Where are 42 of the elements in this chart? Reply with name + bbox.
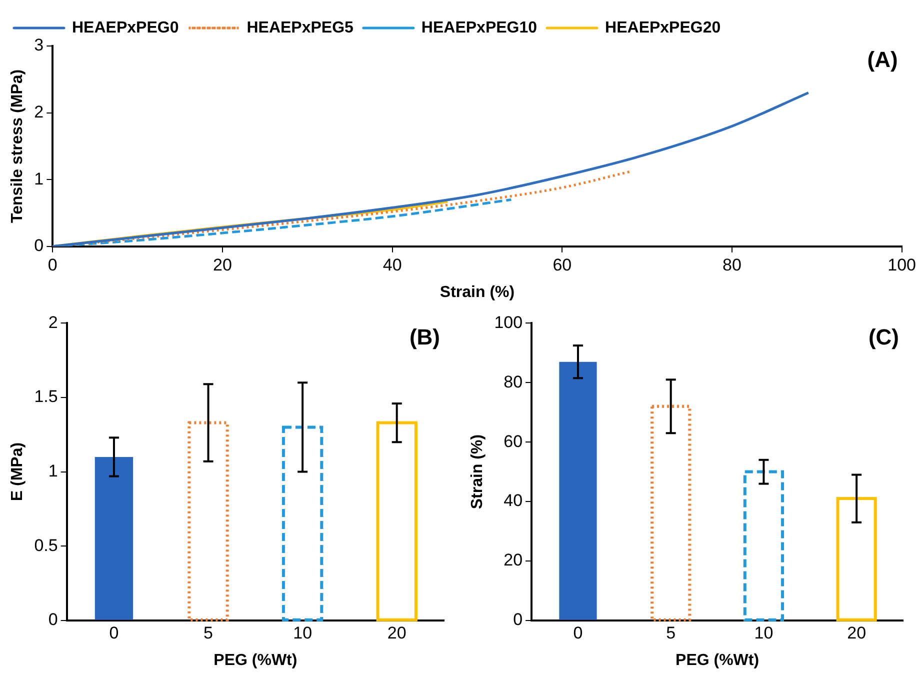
x-tick-label: 20: [847, 623, 866, 642]
y-tick-label: 20: [504, 550, 523, 570]
x-axis-title: Strain (%): [440, 284, 515, 301]
y-tick-label: 0: [48, 610, 58, 630]
x-tick-label: 0: [573, 623, 583, 642]
x-tick-label: 80: [722, 255, 742, 274]
x-tick-label: 10: [293, 623, 312, 642]
x-tick-label: 0: [109, 623, 119, 642]
y-tick-label: 80: [504, 372, 523, 392]
y-tick-label: 0: [513, 610, 523, 630]
y-tick-label: 2: [48, 312, 58, 332]
x-tick-label: 60: [552, 255, 572, 274]
x-tick-label: 5: [204, 623, 214, 642]
y-axis-title: E (MPa): [9, 442, 26, 502]
y-axis-title: Strain (%): [469, 434, 486, 510]
annotation: (A): [867, 47, 898, 72]
legend-label: HEAEPxPEG5: [246, 19, 354, 36]
y-tick-label: 1: [48, 461, 58, 480]
x-tick-label: 10: [754, 623, 774, 642]
x-tick-label: 40: [382, 255, 402, 274]
y-tick-label: 60: [504, 432, 523, 451]
y-tick-label: 1.5: [34, 387, 58, 406]
y-tick-label: 40: [504, 491, 523, 510]
legend-label: HEAEPxPEG0: [72, 19, 179, 36]
annotation: (C): [868, 324, 899, 350]
y-tick-label: 0.5: [34, 536, 58, 555]
y-tick-label: 100: [494, 312, 523, 332]
legend-label: HEAEPxPEG10: [421, 19, 538, 36]
y-tick-label: 1: [34, 169, 44, 188]
x-tick-label: 20: [387, 623, 406, 642]
y-axis-title: Tensile stress (MPa): [9, 69, 26, 223]
y-tick-label: 2: [34, 102, 44, 122]
x-axis-title: PEG (%Wt): [214, 652, 298, 669]
y-tick-label: 3: [34, 36, 44, 55]
x-tick-label: 100: [888, 255, 916, 274]
y-tick-label: 0: [34, 236, 44, 256]
line-series: [52, 92, 810, 246]
x-tick-label: 5: [666, 623, 676, 642]
x-tick-label: 20: [213, 255, 232, 274]
annotation: (B): [409, 324, 440, 350]
x-axis-title: PEG (%Wt): [676, 652, 760, 669]
legend-label: HEAEPxPEG20: [605, 19, 721, 36]
